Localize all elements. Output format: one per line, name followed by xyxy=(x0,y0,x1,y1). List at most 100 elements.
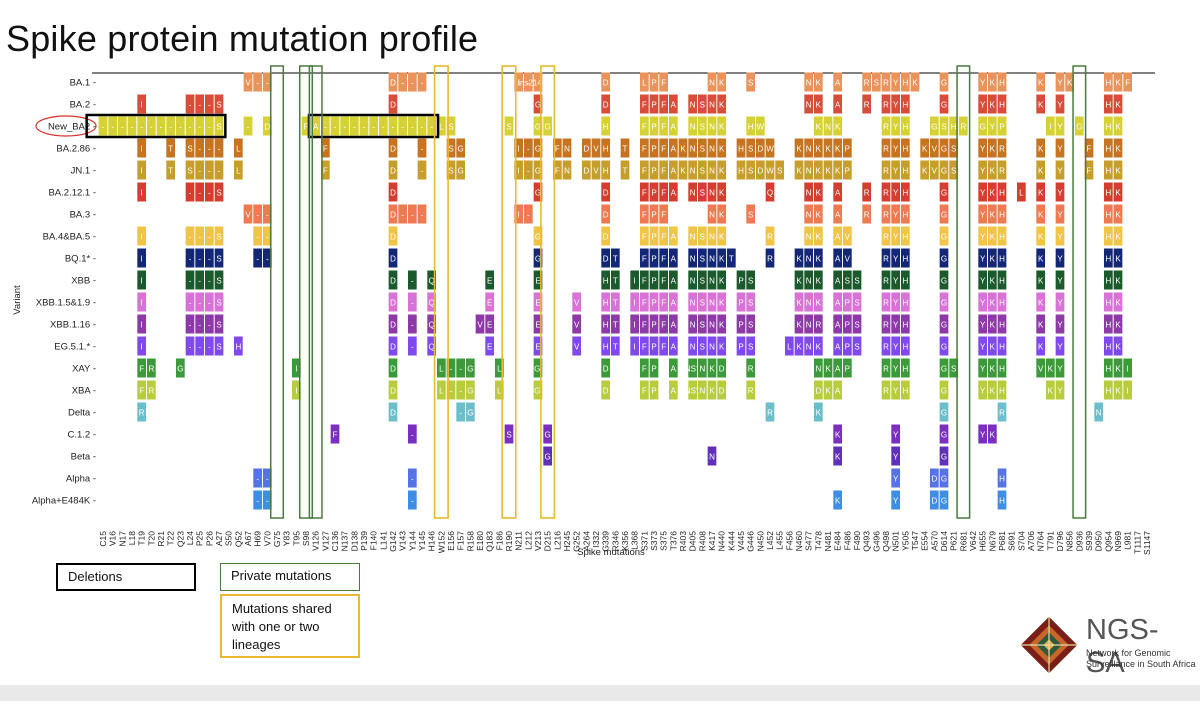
heatmap-cell: N xyxy=(804,270,814,290)
cell-rect xyxy=(214,160,224,180)
cell-label: Y xyxy=(1057,145,1063,154)
heatmap-cell: H xyxy=(997,490,1007,510)
heatmap-cell: - xyxy=(398,72,408,92)
cell-rect xyxy=(1055,336,1065,356)
heatmap-cell: F xyxy=(659,270,669,290)
cell-label: I xyxy=(1049,123,1051,132)
heatmap-cell: N xyxy=(804,182,814,202)
cell-rect xyxy=(417,160,427,180)
cell-rect xyxy=(939,72,949,92)
heatmap-cell: V xyxy=(243,72,253,92)
heatmap-cell: N xyxy=(688,116,698,136)
cell-label: Y xyxy=(980,321,986,330)
cell-rect xyxy=(253,204,263,224)
cell-label: F xyxy=(139,387,144,396)
cell-label: - xyxy=(459,387,462,396)
cell-rect xyxy=(572,292,582,312)
cell-label: R xyxy=(748,387,754,396)
heatmap-cell: Q xyxy=(427,270,437,290)
cell-rect xyxy=(852,336,862,356)
cell-rect xyxy=(533,72,543,92)
heatmap-cell: K xyxy=(1113,380,1123,400)
cell-rect xyxy=(939,138,949,158)
heatmap-cell: S xyxy=(746,336,756,356)
heatmap-cell: - xyxy=(185,182,195,202)
heatmap-cell: D xyxy=(601,72,611,92)
heatmap-cell: - xyxy=(185,116,195,136)
cell-rect xyxy=(262,226,272,246)
cell-label: F xyxy=(661,277,666,286)
heatmap-cell: - xyxy=(195,314,205,334)
cell-rect xyxy=(1084,160,1094,180)
cell-rect xyxy=(978,116,988,136)
cell-rect xyxy=(253,248,263,268)
cell-label: N xyxy=(709,189,715,198)
cell-label: N xyxy=(709,167,715,176)
heatmap-cell: H xyxy=(1103,292,1113,312)
cell-rect xyxy=(1036,292,1046,312)
heatmap-cell: N xyxy=(804,160,814,180)
heatmap-cell: K xyxy=(717,292,727,312)
cell-label: K xyxy=(816,211,822,220)
heatmap-cell: H xyxy=(601,314,611,334)
cell-label: T xyxy=(168,167,173,176)
cell-label: K xyxy=(1115,189,1121,198)
heatmap-cell: K xyxy=(1036,204,1046,224)
heatmap-cell: H xyxy=(1103,138,1113,158)
cell-label: N xyxy=(709,145,715,154)
cell-rect xyxy=(900,358,910,378)
heatmap-cell: - xyxy=(117,116,127,136)
heatmap-cell: G xyxy=(939,380,949,400)
cell-label: E xyxy=(535,343,540,352)
heatmap-cell: P xyxy=(649,182,659,202)
cell-label: F xyxy=(304,123,309,132)
heatmap-cell: Y xyxy=(891,72,901,92)
cell-rect xyxy=(794,292,804,312)
cell-rect xyxy=(649,160,659,180)
cell-label: - xyxy=(334,123,337,132)
cell-label: K xyxy=(816,255,822,264)
cell-rect xyxy=(639,72,649,92)
heatmap-cell: N xyxy=(688,248,698,268)
heatmap-cell: H xyxy=(900,182,910,202)
heatmap-cell: S xyxy=(214,182,224,202)
cell-rect xyxy=(533,160,543,180)
heatmap-cell: D xyxy=(388,248,398,268)
cell-rect xyxy=(137,226,147,246)
cell-label: H xyxy=(902,343,908,352)
heatmap-cell: G xyxy=(533,226,543,246)
cell-rect xyxy=(707,314,717,334)
cell-label: F xyxy=(642,343,647,352)
cell-label: Q xyxy=(767,189,773,198)
legend-private-label: Private mutations xyxy=(231,568,332,583)
cell-rect xyxy=(630,270,640,290)
cell-label: G' xyxy=(534,387,542,396)
cell-label: P xyxy=(651,79,656,88)
cell-label: - xyxy=(208,189,211,198)
cell-rect xyxy=(630,292,640,312)
heatmap-cell: N xyxy=(707,248,717,268)
cell-rect xyxy=(958,116,968,136)
cell-label: T xyxy=(729,255,734,264)
x-tick-label: R408 xyxy=(697,531,707,552)
heatmap-cell: R xyxy=(813,314,823,334)
heatmap-cell: N xyxy=(688,94,698,114)
cell-rect xyxy=(707,94,717,114)
cell-label: S xyxy=(216,123,221,132)
cell-rect xyxy=(485,292,495,312)
cell-rect xyxy=(891,336,901,356)
cell-label: G xyxy=(941,453,947,462)
cell-rect xyxy=(137,248,147,268)
cell-rect xyxy=(697,380,707,400)
heatmap-cell: Y xyxy=(891,226,901,246)
cell-label: Y xyxy=(893,211,899,220)
heatmap-cell: K xyxy=(1113,248,1123,268)
heatmap-cell: G xyxy=(939,204,949,224)
cell-rect xyxy=(668,116,678,136)
heatmap-cell: G xyxy=(939,270,949,290)
cell-rect xyxy=(204,292,214,312)
heatmap-cell: T xyxy=(166,160,176,180)
cell-label: K xyxy=(816,123,822,132)
cell-rect xyxy=(765,402,775,422)
cell-rect xyxy=(813,336,823,356)
